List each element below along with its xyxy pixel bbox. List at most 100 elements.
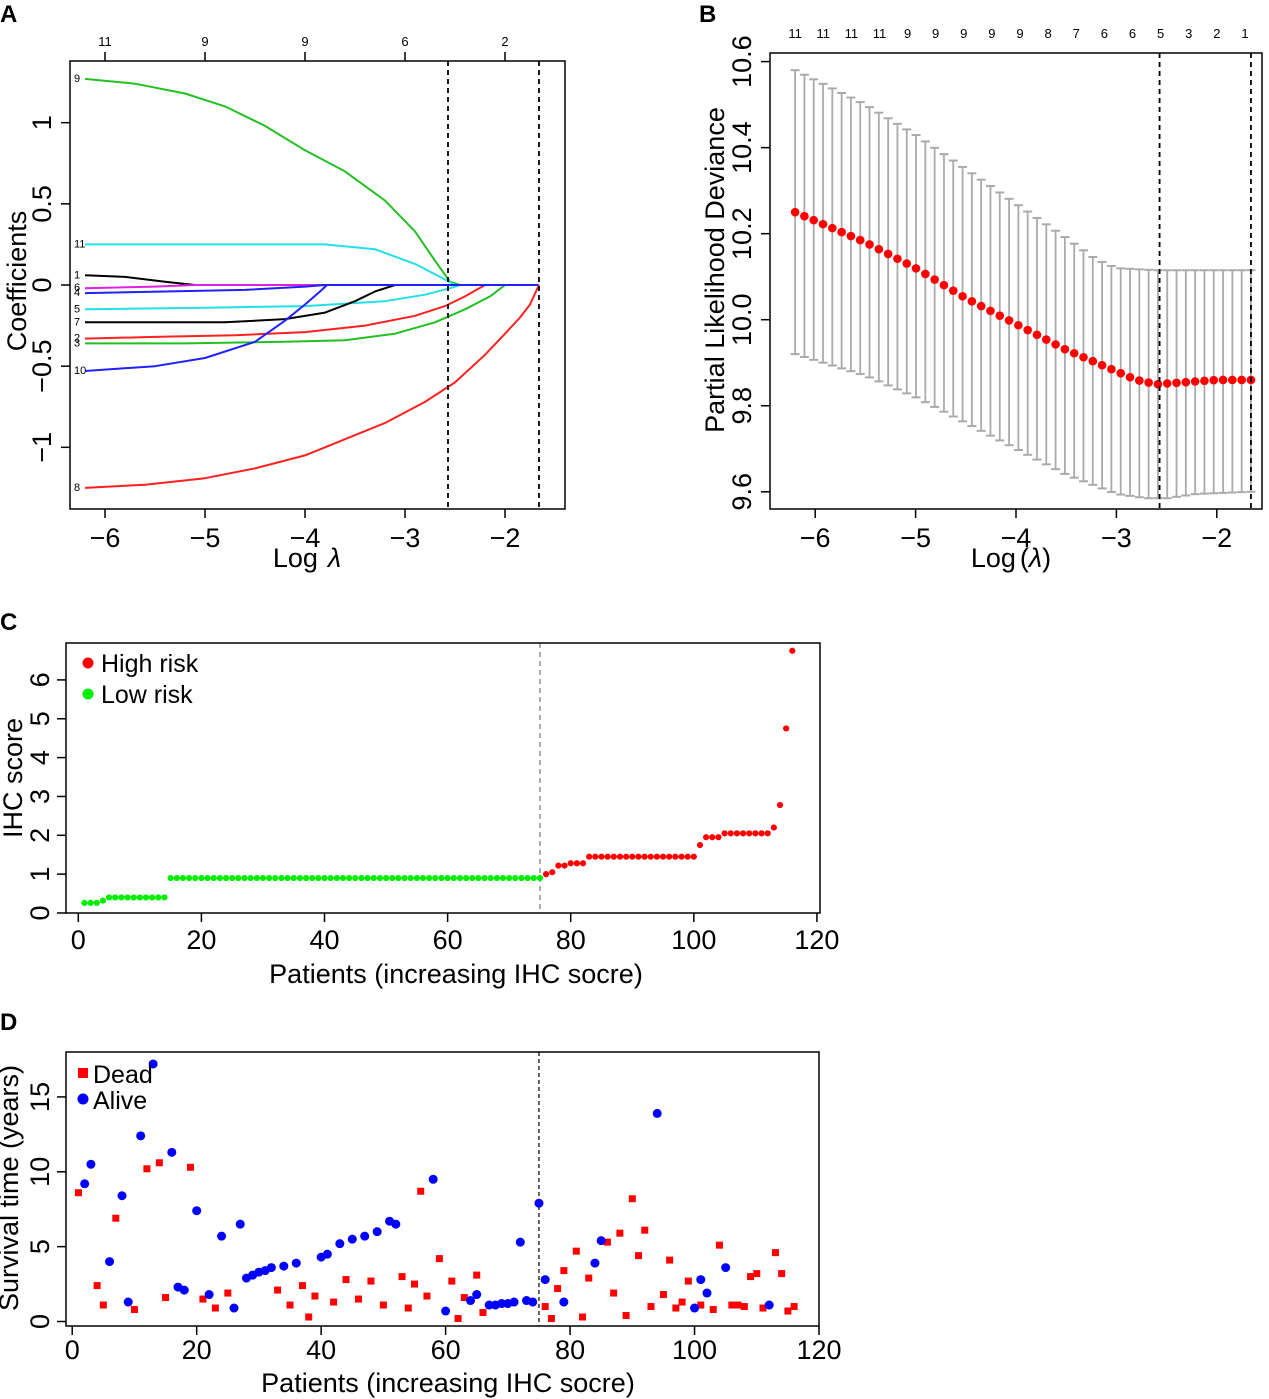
panel-d-letter: D [0, 1009, 17, 1036]
dead-point [697, 1301, 705, 1309]
alive-point [229, 1303, 239, 1313]
alive-point [192, 1206, 202, 1216]
low-risk-point [456, 874, 464, 882]
y-tick-label: 0 [25, 905, 55, 920]
dead-point [454, 1315, 462, 1323]
low-risk-point [124, 894, 131, 901]
panel-a-x-ticks: −6 −5 −4 −3 −2 [90, 509, 520, 553]
low-risk-point [204, 874, 211, 882]
dead-point [585, 1274, 593, 1282]
panel-a-coefficient-paths [84, 77, 540, 489]
dead-point [784, 1307, 792, 1315]
low-risk-point [302, 874, 310, 882]
low-risk-point [229, 874, 236, 882]
dead-point [354, 1295, 362, 1303]
panel-d-plot-frame [65, 1051, 820, 1327]
mean-point [1069, 348, 1079, 358]
alive-point [117, 1191, 127, 1201]
dead-point [709, 1306, 717, 1314]
top-tick-label: 6 [1101, 26, 1108, 41]
alive-point [590, 1258, 600, 1268]
low-risk-point [376, 874, 384, 882]
coefficient-path-10 [84, 284, 539, 372]
dead-point [305, 1313, 313, 1321]
low-risk-point [493, 874, 500, 882]
low-risk-point [333, 874, 340, 882]
low-risk-point [81, 899, 88, 906]
dead-point [417, 1187, 425, 1195]
low-risk-point [475, 874, 482, 882]
dead-point [410, 1280, 418, 1288]
panel-c-x-label: Patients (increasing IHC socre) [269, 959, 643, 989]
low-risk-point [136, 894, 143, 901]
low-risk-point [87, 899, 94, 906]
dead-point [460, 1294, 468, 1302]
mean-point [1023, 325, 1032, 335]
dead-point [734, 1301, 742, 1309]
panel-d-legend: Dead Alive [77, 1061, 153, 1115]
dead-point [728, 1301, 736, 1309]
y-tick-label: 5 [25, 711, 55, 726]
legend-low-risk-label: Low risk [101, 681, 193, 709]
low-risk-point [327, 874, 334, 882]
low-risk-point [346, 874, 353, 882]
dead-point [740, 1303, 748, 1311]
high-risk-point [623, 853, 630, 860]
dead-point [547, 1315, 555, 1323]
dead-point [672, 1304, 680, 1312]
x-tick-label: 60 [433, 925, 463, 955]
high-risk-point [629, 853, 636, 860]
low-risk-point [432, 874, 439, 882]
alive-point [441, 1306, 451, 1316]
top-tick-label: 11 [816, 26, 830, 41]
panel-c-legend: High risk Low risk [82, 650, 199, 709]
dead-point [423, 1292, 431, 1300]
low-risk-point [235, 874, 242, 882]
x-tick-label: 80 [555, 1335, 585, 1365]
coefficient-path-8 [84, 284, 540, 489]
low-risk-point [142, 894, 150, 901]
mean-point [986, 306, 995, 316]
top-tick-label: 11 [873, 26, 887, 41]
legend-alive-label: Alive [93, 1087, 147, 1115]
dead-point [286, 1301, 294, 1309]
low-risk-point [524, 874, 531, 882]
alive-point [291, 1258, 301, 1268]
high-risk-point [709, 834, 716, 841]
panel-b-mean-points [790, 207, 1256, 389]
low-risk-point [438, 874, 445, 882]
low-risk-point [130, 894, 137, 901]
x-tick-label: −6 [90, 523, 121, 553]
panel-b-top-ticks: 11 11 11 11 9 9 9 9 9 8 7 6 6 5 3 2 1 [788, 26, 1248, 41]
top-tick-label: 11 [845, 26, 859, 41]
top-tick-label: 9 [301, 34, 308, 49]
mean-point [1162, 379, 1172, 388]
dead-point [790, 1303, 798, 1311]
alive-point [105, 1257, 115, 1267]
curve-label-8: 8 [74, 482, 80, 494]
dead-point [753, 1270, 761, 1278]
low-risk-point [315, 874, 322, 882]
low-risk-point [339, 874, 347, 882]
dead-point [93, 1282, 101, 1290]
mean-point [1228, 375, 1237, 385]
alive-point [372, 1227, 382, 1237]
mean-point [1088, 356, 1098, 366]
low-risk-point [173, 874, 180, 882]
high-risk-point [715, 834, 722, 841]
low-risk-point [167, 874, 174, 882]
high-risk-point [573, 860, 580, 867]
low-risk-point [481, 874, 488, 882]
high-risk-point [561, 862, 568, 869]
alive-point [515, 1237, 525, 1247]
y-tick-label: 0 [27, 277, 57, 292]
top-tick-label: 2 [501, 34, 508, 49]
alive-point [528, 1297, 538, 1307]
y-tick-label: 10 [25, 1157, 55, 1187]
mean-point [958, 291, 967, 301]
x-tick-label: 100 [671, 925, 716, 955]
high-risk-point [542, 871, 550, 878]
y-tick-label: 10.0 [727, 293, 757, 346]
